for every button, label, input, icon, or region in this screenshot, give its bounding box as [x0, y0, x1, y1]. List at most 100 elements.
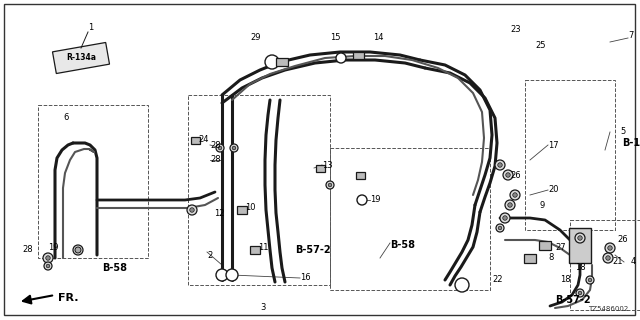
Text: 20: 20 — [548, 186, 559, 195]
Circle shape — [576, 289, 584, 297]
Circle shape — [218, 146, 222, 150]
Circle shape — [506, 173, 510, 177]
Circle shape — [510, 190, 520, 200]
Circle shape — [232, 146, 236, 150]
Circle shape — [357, 195, 367, 205]
Circle shape — [605, 243, 615, 253]
Circle shape — [226, 269, 238, 281]
Text: 17: 17 — [548, 140, 559, 149]
Bar — [525, 80, 615, 230]
Circle shape — [336, 53, 346, 63]
Circle shape — [588, 278, 592, 282]
Circle shape — [187, 205, 197, 215]
Text: 15: 15 — [330, 34, 340, 43]
Circle shape — [603, 253, 613, 263]
Text: FR.: FR. — [58, 293, 79, 303]
Circle shape — [503, 170, 513, 180]
Bar — [276, 58, 288, 66]
Bar — [250, 246, 260, 254]
Circle shape — [326, 181, 334, 189]
Circle shape — [76, 248, 80, 252]
Text: 26: 26 — [510, 171, 520, 180]
Text: 10: 10 — [245, 203, 255, 212]
Circle shape — [500, 213, 510, 223]
Circle shape — [513, 193, 517, 197]
Text: 18: 18 — [560, 276, 571, 284]
Text: 27: 27 — [555, 244, 566, 252]
Circle shape — [75, 247, 81, 253]
Bar — [539, 241, 551, 250]
Text: 5: 5 — [620, 127, 625, 137]
Circle shape — [503, 216, 508, 220]
Circle shape — [328, 183, 332, 187]
Bar — [569, 228, 591, 262]
Circle shape — [586, 276, 594, 284]
Text: 1: 1 — [88, 23, 93, 33]
Circle shape — [43, 253, 53, 263]
Text: 11: 11 — [258, 244, 269, 252]
Circle shape — [605, 256, 611, 260]
Text: 22: 22 — [492, 276, 502, 284]
Circle shape — [46, 264, 50, 268]
Text: 4: 4 — [631, 258, 636, 267]
Circle shape — [608, 246, 612, 250]
Text: 29: 29 — [250, 34, 260, 43]
Text: 8: 8 — [548, 253, 554, 262]
Circle shape — [575, 233, 585, 243]
Circle shape — [45, 256, 51, 260]
Circle shape — [216, 269, 228, 281]
Circle shape — [265, 55, 279, 69]
Text: 13: 13 — [322, 161, 333, 170]
Circle shape — [495, 160, 505, 170]
Text: 28: 28 — [22, 245, 33, 254]
Text: B-57-2: B-57-2 — [295, 245, 331, 255]
Circle shape — [189, 208, 195, 212]
Text: 21: 21 — [612, 258, 623, 267]
Circle shape — [505, 200, 515, 210]
Circle shape — [44, 262, 52, 270]
Text: TZ5486002: TZ5486002 — [588, 306, 628, 312]
Text: 19: 19 — [370, 196, 381, 204]
Text: 3: 3 — [260, 303, 266, 313]
Bar — [330, 148, 490, 290]
Text: R-134a: R-134a — [66, 53, 96, 62]
Text: 24: 24 — [198, 135, 209, 145]
Circle shape — [496, 224, 504, 232]
Text: 6: 6 — [63, 114, 68, 123]
Text: 25: 25 — [535, 41, 545, 50]
Text: 26: 26 — [617, 236, 628, 244]
Bar — [237, 206, 247, 214]
Bar — [188, 95, 330, 285]
Text: B-17-20: B-17-20 — [622, 138, 640, 148]
Bar — [191, 137, 200, 143]
Bar — [316, 164, 324, 172]
Text: 28: 28 — [210, 156, 221, 164]
Circle shape — [455, 278, 469, 292]
Circle shape — [578, 236, 582, 240]
Circle shape — [498, 226, 502, 230]
Text: B-57-2: B-57-2 — [555, 295, 591, 305]
Text: B-58: B-58 — [390, 240, 415, 250]
Bar — [524, 253, 536, 262]
Circle shape — [216, 144, 224, 152]
Text: 16: 16 — [300, 274, 310, 283]
Circle shape — [498, 163, 502, 167]
Text: 12: 12 — [214, 209, 225, 218]
Text: 23: 23 — [510, 26, 520, 35]
Circle shape — [230, 144, 238, 152]
Circle shape — [508, 203, 512, 207]
Text: 28: 28 — [210, 140, 221, 149]
Text: 7: 7 — [628, 30, 634, 39]
Text: 2: 2 — [207, 251, 212, 260]
Text: 18: 18 — [575, 263, 586, 273]
FancyBboxPatch shape — [52, 43, 109, 74]
Bar — [570, 220, 640, 310]
Text: 19: 19 — [48, 244, 58, 252]
Bar — [355, 172, 365, 179]
Bar — [353, 52, 364, 59]
Text: 9: 9 — [540, 201, 545, 210]
Text: B-58: B-58 — [102, 263, 127, 273]
Text: 14: 14 — [373, 34, 383, 43]
Circle shape — [73, 245, 83, 255]
Bar — [38, 105, 148, 258]
